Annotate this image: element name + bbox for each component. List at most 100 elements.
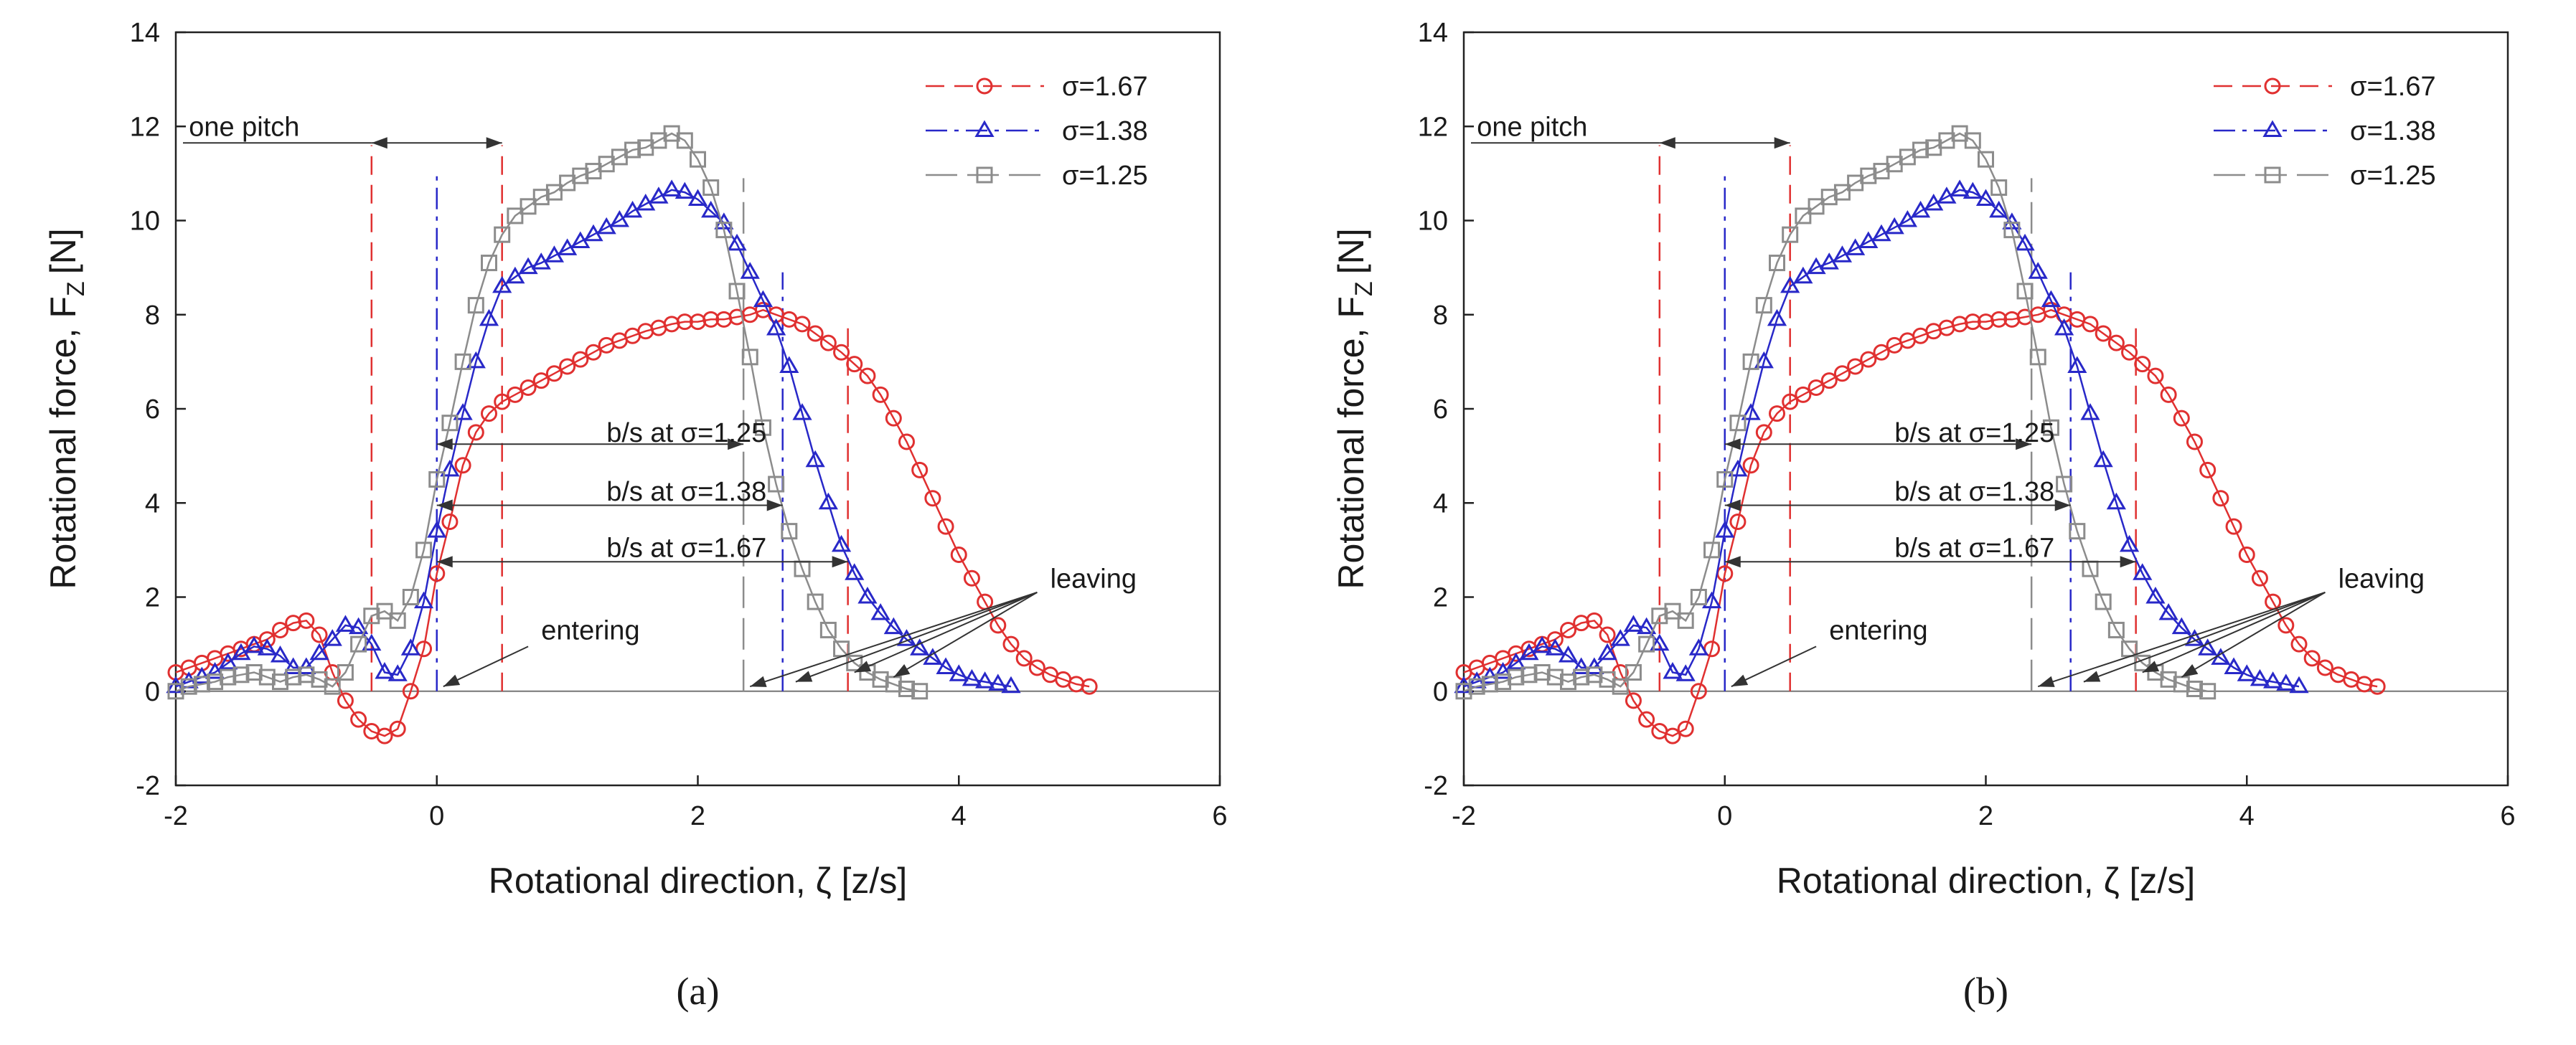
data-point (781, 523, 798, 540)
data-point (1625, 664, 1642, 681)
leaving-pointer (2142, 592, 2326, 673)
data-point (453, 403, 473, 420)
annotation-arrowhead (2016, 438, 2032, 450)
x-tick-label: 6 (1212, 801, 1227, 831)
data-point (350, 711, 367, 728)
annotation: one pitch (1471, 112, 1790, 149)
data-point (818, 492, 838, 510)
data-point (676, 313, 693, 331)
annotation-text: leaving (2338, 564, 2425, 594)
data-point (988, 673, 1008, 691)
y-tick-label: 10 (1418, 207, 1448, 237)
annotation-text: b/s at σ=1.25 (1894, 418, 2054, 448)
data-point (2276, 673, 2296, 691)
y-axis-title: Rotational force, FZ [N] (43, 228, 90, 589)
data-point (2015, 233, 2035, 251)
data-point (898, 680, 915, 697)
data-point (2069, 523, 2086, 540)
data-point (859, 367, 876, 384)
data-point (1015, 650, 1033, 667)
legend-marker (974, 120, 995, 137)
data-point (1690, 589, 1707, 605)
data-point (819, 621, 837, 638)
data-point (2199, 461, 2217, 478)
data-point (687, 189, 708, 206)
legend-entry: σ=1.25 (926, 161, 1148, 191)
data-point (2042, 419, 2059, 436)
data-point (1741, 403, 1761, 420)
data-point (2369, 678, 2386, 695)
data-point (441, 415, 459, 432)
pointer-arrowhead (1731, 674, 1749, 687)
data-point (192, 666, 212, 684)
data-point (2289, 676, 2309, 694)
data-point (1769, 255, 1785, 272)
data-point (545, 365, 563, 382)
pointer-arrowhead (2181, 663, 2199, 678)
data-point (740, 262, 760, 279)
legend-label: σ=1.25 (1062, 161, 1148, 191)
data-point (507, 207, 524, 224)
data-point (1860, 167, 1877, 184)
data-point (1625, 692, 1642, 709)
annotation-arrowhead (1724, 499, 1741, 511)
data-point (1860, 351, 1877, 368)
data-point (2121, 344, 2138, 361)
y-tick-label: 2 (1433, 583, 1448, 613)
data-point (572, 167, 589, 184)
data-point (1769, 405, 1785, 422)
leaving-pointer (2181, 592, 2326, 678)
data-point (1651, 607, 1668, 625)
legend-label: σ=1.38 (2350, 116, 2436, 146)
data-point (1495, 673, 1512, 691)
data-point (936, 657, 956, 674)
data-point (167, 683, 184, 700)
data-point (1637, 617, 1657, 635)
data-point (1586, 666, 1603, 684)
x-tick-label: -2 (1452, 801, 1476, 831)
annotation: b/s at σ=1.25 (1724, 418, 2054, 450)
data-point (494, 393, 511, 410)
annotation: b/s at σ=1.67 (436, 534, 848, 568)
x-tick-label: 4 (951, 801, 967, 831)
data-point (1638, 635, 1655, 653)
data-point (258, 668, 276, 686)
legend-marker (2264, 166, 2281, 184)
data-point (545, 184, 563, 201)
data-point (2067, 356, 2087, 373)
data-point (2316, 659, 2333, 676)
data-point (2082, 316, 2099, 333)
leaving-pointer (2037, 591, 2326, 688)
annotation-arrowhead (436, 499, 453, 511)
data-point (298, 666, 315, 684)
panel-label: (b) (1963, 970, 2008, 1013)
data-point (1520, 666, 1538, 684)
y-tick-label: 8 (145, 301, 160, 331)
data-point (454, 353, 471, 370)
data-point (794, 316, 811, 333)
data-point (872, 386, 889, 403)
pointer-arrowhead (795, 671, 813, 682)
data-point (283, 657, 304, 674)
legend-marker (2262, 120, 2283, 137)
leaving-pointer (893, 592, 1038, 678)
data-point (324, 678, 341, 695)
data-point (1964, 132, 1981, 149)
data-point (492, 275, 512, 293)
y-tick-label: -2 (1424, 771, 1448, 801)
data-point (1820, 189, 1838, 206)
annotation-text: b/s at σ=1.67 (606, 534, 766, 564)
annotation: b/s at σ=1.25 (436, 418, 766, 450)
y-tick-label: 6 (1433, 394, 1448, 425)
annotation: leaving (1050, 564, 1137, 594)
series-2 (167, 125, 929, 700)
x-tick-label: 0 (1717, 801, 1732, 831)
y-axis-title-sub: Z (62, 281, 90, 296)
x-tick-label: 4 (2239, 801, 2255, 831)
pointer-arrowhead (2142, 661, 2160, 673)
data-point (1964, 313, 1981, 331)
data-point (779, 356, 799, 373)
data-point (2212, 490, 2229, 507)
data-point (1638, 711, 1655, 728)
data-point (2237, 664, 2257, 681)
